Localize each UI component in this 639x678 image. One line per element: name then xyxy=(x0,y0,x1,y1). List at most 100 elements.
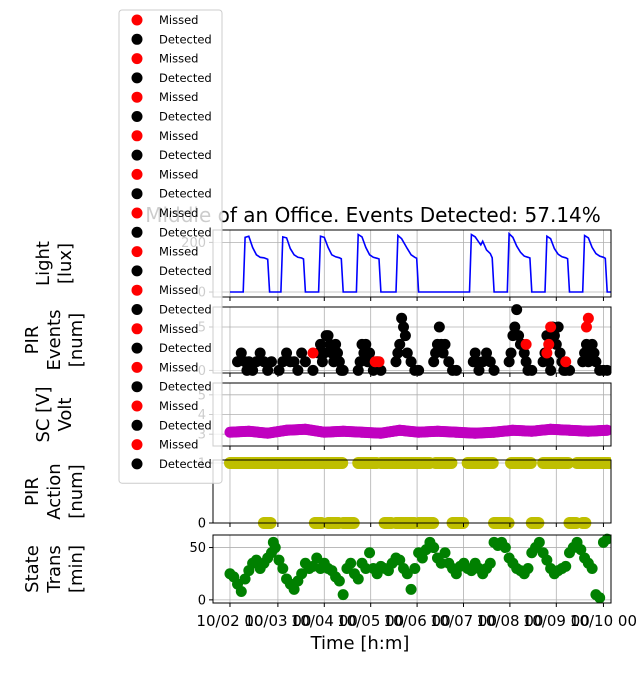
legend-marker-23 xyxy=(131,458,143,470)
point-pir-detected-88 xyxy=(545,364,557,376)
ylabel-pir-2: [num] xyxy=(66,313,87,367)
xtick-label-3: 10/05 00 xyxy=(337,612,404,630)
point-pir-detected-17 xyxy=(296,347,308,359)
point-state-s0-3 xyxy=(235,585,247,597)
point-state-s0-80 xyxy=(522,562,534,574)
legend-label-16: Missed xyxy=(159,322,198,336)
panel-volt: 345SC [V]Volt xyxy=(33,382,612,450)
series-state xyxy=(224,533,611,604)
legend-label-12: Missed xyxy=(159,245,198,259)
legend-marker-22 xyxy=(131,439,143,451)
legend-marker-5 xyxy=(131,111,143,122)
legend-label-15: Detected xyxy=(159,303,212,317)
legend-label-7: Detected xyxy=(159,148,212,162)
legend-marker-7 xyxy=(131,149,143,161)
point-pir-detected-86 xyxy=(541,330,553,342)
point-pir-detected-46 xyxy=(394,338,406,350)
point-pir-detected-80 xyxy=(518,347,530,359)
ylabel-action-1: Action xyxy=(44,463,65,519)
legend-label-1: Detected xyxy=(159,32,212,46)
point-state-s0-46 xyxy=(394,554,406,566)
legend-label-17: Detected xyxy=(159,341,212,355)
legend-label-2: Missed xyxy=(159,52,198,66)
point-pir-missed-2 xyxy=(373,356,385,368)
point-state-s0-31 xyxy=(337,589,349,601)
xtick-label-8: 10/10 00 xyxy=(570,612,637,630)
point-pir-missed-4 xyxy=(541,347,553,359)
point-state-s0-97 xyxy=(586,562,598,574)
xtick-label-4: 10/06 00 xyxy=(384,612,451,630)
point-pir-detected-51 xyxy=(405,356,417,368)
legend-marker-14 xyxy=(131,284,143,296)
point-pir-detected-75 xyxy=(509,321,521,333)
point-pir-detected-4 xyxy=(243,356,255,368)
series-light xyxy=(230,231,611,293)
panel-state: 0 50 State Trans [min] xyxy=(22,533,612,608)
chart-panels: 0200Light[lux]05PIREvents[num]345SC [V]V… xyxy=(22,229,637,630)
point-pir-detected-16 xyxy=(292,364,304,376)
point-pir-missed-5 xyxy=(543,338,555,350)
panel-action: 01PIRAction[num] xyxy=(22,457,612,532)
legend-label-18: Missed xyxy=(159,360,198,374)
point-state-s0-52 xyxy=(416,552,428,564)
point-pir-missed-7 xyxy=(560,356,572,368)
ylabel-state-1: Trans xyxy=(44,545,65,594)
legend-marker-10 xyxy=(131,207,143,219)
point-pir-detected-48 xyxy=(398,321,410,333)
point-state-s0-55 xyxy=(428,542,440,554)
point-state-s0-85 xyxy=(541,554,553,566)
point-pir-detected-23 xyxy=(318,347,330,359)
ytick-label-state-1: 50 xyxy=(189,541,206,556)
legend-marker-13 xyxy=(131,265,143,277)
ylabel-action-0: PIR xyxy=(22,477,43,506)
legend-label-21: Detected xyxy=(159,418,212,432)
ylabel-light-0: Light xyxy=(33,241,54,286)
legend-marker-2 xyxy=(131,53,143,65)
legend-marker-21 xyxy=(131,419,143,431)
point-pir-detected-69 xyxy=(481,347,493,359)
point-pir-detected-93 xyxy=(554,347,566,359)
point-pir-missed-3 xyxy=(520,338,532,350)
legend-label-19: Detected xyxy=(159,380,212,394)
point-pir-detected-49 xyxy=(399,330,411,342)
x-axis-label: Time [h:m] xyxy=(310,633,410,654)
ylabel-pir-1: Events xyxy=(44,310,65,371)
ytick-label-action-0: 0 xyxy=(198,517,206,532)
legend-marker-20 xyxy=(131,400,143,412)
point-pir-detected-35 xyxy=(354,356,366,368)
legend-marker-6 xyxy=(131,130,143,142)
legend-marker-8 xyxy=(131,168,143,180)
point-state-s0-101 xyxy=(601,533,611,545)
point-pir-detected-33 xyxy=(337,364,349,376)
point-pir-detected-45 xyxy=(392,347,404,359)
legend-label-14: Missed xyxy=(159,283,198,297)
legend-label-4: Missed xyxy=(159,90,198,104)
point-pir-detected-55 xyxy=(430,347,442,359)
point-pir-detected-44 xyxy=(390,356,402,368)
point-pir-detected-50 xyxy=(401,347,413,359)
legend-label-23: Detected xyxy=(159,457,212,471)
point-pir-detected-40 xyxy=(364,347,376,359)
ylabel-light-1: [lux] xyxy=(55,243,76,284)
point-pir-detected-65 xyxy=(469,347,481,359)
point-pir-detected-57 xyxy=(433,321,445,333)
xtick-label-0: 10/02 00 xyxy=(196,612,263,630)
ylabel-pir-0: PIR xyxy=(22,326,43,355)
point-pir-detected-25 xyxy=(322,330,334,342)
xtick-label-2: 10/04 00 xyxy=(291,612,358,630)
point-state-s0-50 xyxy=(409,562,421,574)
legend: Missed Detected Missed Detected Missed Detect… xyxy=(118,9,223,484)
point-pir-detected-70 xyxy=(484,356,496,368)
point-action-high-232 xyxy=(602,457,611,469)
point-pir-detected-83 xyxy=(526,364,538,376)
point-pir-detected-1 xyxy=(235,347,247,359)
point-pir-detected-68 xyxy=(477,356,489,368)
point-pir-detected-15 xyxy=(288,356,300,368)
legend-label-3: Detected xyxy=(159,71,212,85)
point-state-s0-35 xyxy=(352,573,364,585)
legend-label-22: Missed xyxy=(159,438,198,452)
point-pir-detected-38 xyxy=(360,338,372,350)
point-pir-detected-8 xyxy=(258,356,270,368)
point-state-s0-49 xyxy=(405,583,417,595)
ylabel-state-0: State xyxy=(22,545,43,593)
